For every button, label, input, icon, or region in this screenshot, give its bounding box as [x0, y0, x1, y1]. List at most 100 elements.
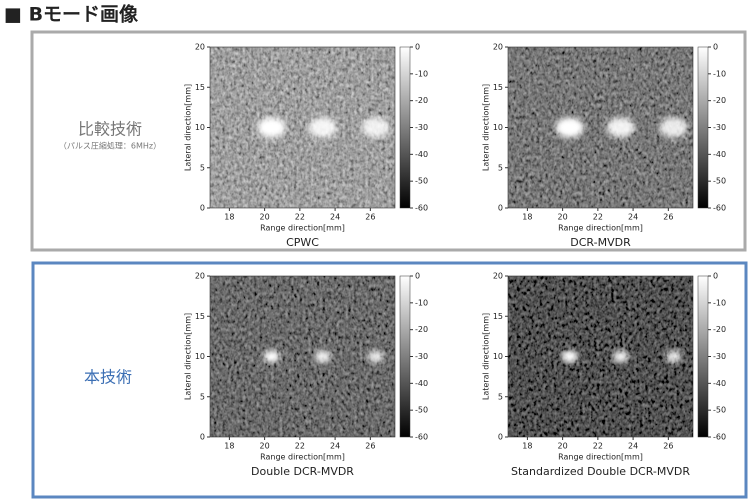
x-axis-label: Range direction[mm]: [558, 453, 643, 462]
colorbar-tick-label: -20: [415, 96, 428, 105]
colorbar-tick-label: -50: [713, 177, 726, 186]
colorbar-tick-label: -60: [713, 204, 726, 213]
y-tick-label: 15: [195, 312, 205, 321]
x-tick-label: 22: [295, 442, 305, 451]
x-tick-label: 26: [663, 213, 673, 222]
caption: CPWC: [286, 236, 319, 249]
y-axis-label: Lateral direction[mm]: [482, 84, 491, 171]
target-echo: [555, 117, 584, 138]
caption: Standardized Double DCR-MVDR: [511, 465, 690, 478]
group-label: 本技術: [84, 368, 132, 387]
y-tick-label: 10: [493, 123, 503, 132]
colorbar-tick-label: -50: [713, 406, 726, 415]
title: ■ Bモード画像: [4, 3, 139, 26]
x-tick-label: 26: [365, 213, 375, 222]
x-tick-label: 18: [522, 213, 532, 222]
y-tick-label: 15: [195, 83, 205, 92]
y-tick-label: 20: [195, 43, 205, 52]
y-tick-label: 15: [493, 312, 503, 321]
y-tick-label: 0: [498, 204, 503, 213]
x-axis-label: Range direction[mm]: [558, 224, 643, 233]
x-tick-label: 22: [295, 213, 305, 222]
colorbar-tick-label: 0: [415, 43, 420, 52]
colorbar-tick-label: 0: [713, 43, 718, 52]
target-echo: [606, 117, 635, 138]
target-echo: [659, 117, 688, 138]
colorbar-tick-label: -50: [415, 177, 428, 186]
colorbar-tick-label: 0: [713, 272, 718, 281]
target-echo: [361, 117, 390, 138]
x-tick-label: 24: [330, 213, 340, 222]
y-tick-label: 10: [195, 123, 205, 132]
colorbar: [697, 275, 709, 438]
target-echo: [665, 350, 682, 363]
y-tick-label: 5: [498, 163, 503, 172]
group-sublabel: （パルス圧縮処理：6MHz）: [59, 141, 161, 151]
colorbar-tick-label: -50: [415, 406, 428, 415]
colorbar-tick-label: -60: [713, 433, 726, 442]
x-tick-label: 22: [593, 442, 603, 451]
b-mode-image: [508, 276, 693, 437]
colorbar-tick-label: -60: [415, 204, 428, 213]
target-echo: [561, 350, 578, 363]
x-tick-label: 20: [260, 213, 270, 222]
y-axis-label: Lateral direction[mm]: [184, 84, 193, 171]
colorbar-tick-label: -20: [415, 325, 428, 334]
target-echo: [263, 350, 280, 363]
x-tick-label: 20: [260, 442, 270, 451]
y-axis-label: Lateral direction[mm]: [482, 313, 491, 400]
colorbar-tick-label: -40: [713, 150, 726, 159]
x-tick-label: 24: [628, 213, 638, 222]
colorbar-tick-label: -30: [713, 352, 726, 361]
target-echo: [612, 350, 629, 363]
colorbar: [697, 46, 709, 209]
colorbar-tick-label: -20: [713, 96, 726, 105]
group-label: 比較技術: [78, 120, 142, 139]
x-tick-label: 22: [593, 213, 603, 222]
colorbar-tick-label: -20: [713, 325, 726, 334]
colorbar-tick-label: -40: [415, 150, 428, 159]
x-tick-label: 18: [224, 442, 234, 451]
x-tick-label: 18: [522, 442, 532, 451]
colorbar-tick-label: -40: [713, 379, 726, 388]
y-tick-label: 15: [493, 83, 503, 92]
colorbar-tick-label: -30: [713, 123, 726, 132]
colorbar: [399, 275, 411, 438]
y-tick-label: 10: [195, 352, 205, 361]
x-axis-label: Range direction[mm]: [260, 224, 345, 233]
colorbar-tick-label: -10: [415, 69, 428, 78]
y-axis-label: Lateral direction[mm]: [184, 313, 193, 400]
y-tick-label: 20: [493, 272, 503, 281]
y-tick-label: 20: [195, 272, 205, 281]
y-tick-label: 5: [200, 392, 205, 401]
x-tick-label: 24: [628, 442, 638, 451]
target-echo: [314, 350, 331, 363]
colorbar-tick-label: -10: [713, 69, 726, 78]
b-mode-image: [508, 47, 693, 208]
x-axis-label: Range direction[mm]: [260, 453, 345, 462]
colorbar-tick-label: -60: [415, 433, 428, 442]
y-tick-label: 5: [498, 392, 503, 401]
y-tick-label: 20: [493, 43, 503, 52]
x-tick-label: 26: [365, 442, 375, 451]
colorbar-tick-label: -40: [415, 379, 428, 388]
colorbar-tick-label: -10: [415, 298, 428, 307]
target-echo: [308, 117, 337, 138]
y-tick-label: 0: [200, 433, 205, 442]
b-mode-image: [210, 47, 395, 208]
group-box: [31, 261, 748, 499]
y-tick-label: 0: [498, 433, 503, 442]
y-tick-label: 10: [493, 352, 503, 361]
b-mode-image: [210, 276, 395, 437]
speckle: [210, 276, 395, 437]
caption: DCR-MVDR: [570, 236, 631, 249]
y-tick-label: 5: [200, 163, 205, 172]
x-tick-label: 24: [330, 442, 340, 451]
x-tick-label: 20: [558, 442, 568, 451]
target-echo: [367, 350, 384, 363]
colorbar-tick-label: -10: [713, 298, 726, 307]
target-echo: [257, 117, 286, 138]
x-tick-label: 18: [224, 213, 234, 222]
colorbar-tick-label: -30: [415, 123, 428, 132]
